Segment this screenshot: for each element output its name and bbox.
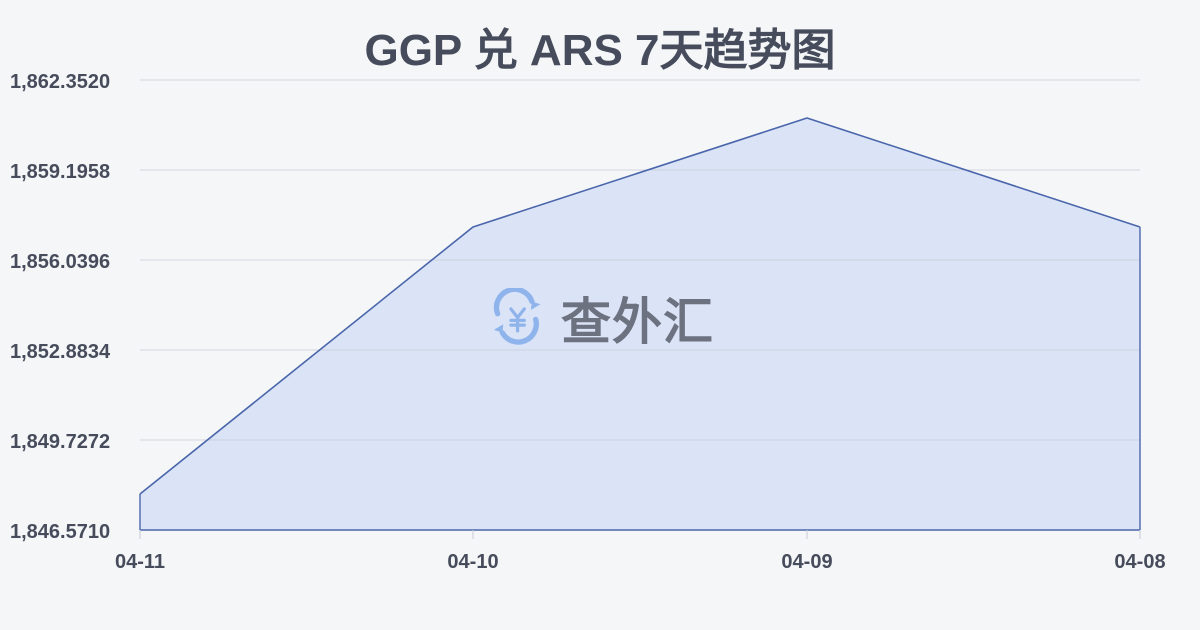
svg-text:1,849.7272: 1,849.7272 (10, 431, 110, 453)
svg-text:1,859.1958: 1,859.1958 (10, 161, 110, 183)
svg-text:1,852.8834: 1,852.8834 (10, 341, 111, 363)
svg-text:1,856.0396: 1,856.0396 (10, 251, 110, 273)
svg-text:04-11: 04-11 (115, 551, 165, 573)
svg-text:04-08: 04-08 (1114, 551, 1165, 573)
svg-text:04-10: 04-10 (447, 551, 498, 573)
svg-text:04-09: 04-09 (781, 551, 832, 573)
svg-text:1,846.5710: 1,846.5710 (10, 521, 110, 543)
